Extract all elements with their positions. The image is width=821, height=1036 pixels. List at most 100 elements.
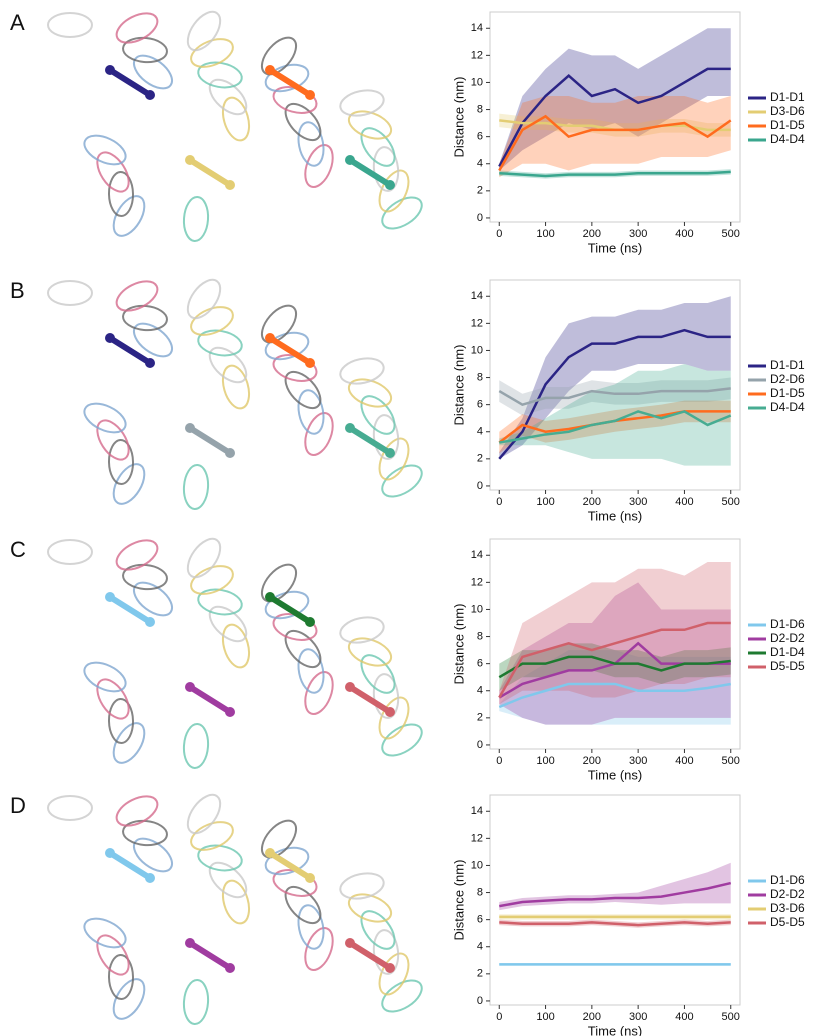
protein-domain <box>260 36 298 76</box>
stick-end <box>305 617 315 627</box>
y-tick-label: 4 <box>477 685 483 697</box>
stick-end <box>185 155 195 165</box>
protein-domain <box>96 678 130 720</box>
protein-domain <box>112 722 146 764</box>
protein-domain <box>83 917 127 949</box>
protein-domain <box>112 195 146 237</box>
protein-domain <box>107 698 135 744</box>
legend-label: D1-D1 <box>770 358 805 372</box>
stick-end <box>385 963 395 973</box>
error-band <box>499 582 731 725</box>
stick-end <box>185 423 195 433</box>
protein-domain <box>47 280 93 306</box>
legend-label: D4-D4 <box>770 400 805 414</box>
stick-end <box>145 873 155 883</box>
distance-stick <box>267 335 313 366</box>
protein-domain <box>47 539 93 565</box>
plot-frame <box>489 11 741 223</box>
protein-domain <box>264 846 310 876</box>
distance-stick <box>107 594 153 625</box>
distance-stick <box>347 157 393 188</box>
stick-end <box>145 617 155 627</box>
y-tick-label: 2 <box>477 712 483 724</box>
error-band <box>499 96 731 178</box>
x-tick-label: 500 <box>722 1011 740 1023</box>
y-tick-label: 14 <box>471 805 483 817</box>
series-line <box>498 682 731 709</box>
series-line <box>498 114 732 172</box>
error-band <box>499 562 731 705</box>
protein-domain <box>133 322 173 358</box>
legend-label: D1-D6 <box>770 873 805 887</box>
y-tick-label: 6 <box>477 399 483 411</box>
x-tick-label: 100 <box>536 496 554 508</box>
protein-domain <box>208 346 248 384</box>
x-tick-label: 400 <box>675 1011 693 1023</box>
y-tick-label: 2 <box>477 185 483 197</box>
error-band <box>499 296 731 459</box>
protein-domain <box>297 389 325 435</box>
x-axis-label: Time (ns) <box>588 1023 642 1036</box>
distance-stick <box>187 684 233 715</box>
y-tick-label: 10 <box>471 859 483 871</box>
protein-domain <box>297 904 325 950</box>
structure-image <box>47 537 423 769</box>
protein-domain <box>96 934 130 976</box>
x-tick-label: 500 <box>722 496 740 508</box>
y-axis-label: Distance (nm) <box>451 77 466 158</box>
protein-domain <box>339 357 385 385</box>
legend-label: D1-D5 <box>770 118 805 132</box>
stick-end <box>265 65 275 75</box>
protein-domain <box>190 306 234 336</box>
y-tick-label: 0 <box>477 995 483 1007</box>
error-band <box>499 377 731 416</box>
legend-label: D1-D4 <box>770 645 805 659</box>
y-tick-label: 0 <box>477 212 483 224</box>
y-tick-label: 8 <box>477 371 483 383</box>
protein-domain <box>107 171 135 217</box>
plot-frame <box>489 538 741 750</box>
y-tick-label: 12 <box>471 49 483 61</box>
protein-domain <box>221 879 251 925</box>
error-band <box>499 650 731 725</box>
protein-domain <box>264 63 310 93</box>
x-tick-label: 100 <box>536 228 554 240</box>
protein-domain <box>122 563 168 591</box>
stick-end <box>225 963 235 973</box>
x-tick-label: 300 <box>629 1011 647 1023</box>
protein-domain <box>297 648 325 694</box>
series-line <box>499 410 732 444</box>
x-tick-label: 500 <box>722 755 740 767</box>
protein-domain <box>221 96 251 142</box>
x-tick-label: 300 <box>629 755 647 767</box>
distance-stick <box>187 940 233 971</box>
protein-domain <box>381 979 423 1013</box>
stick-end <box>345 938 355 948</box>
y-tick-label: 6 <box>477 658 483 670</box>
protein-domain <box>47 795 93 821</box>
protein-domain <box>190 821 234 851</box>
protein-domain <box>133 837 173 873</box>
y-tick-label: 10 <box>471 344 483 356</box>
stick-end <box>145 90 155 100</box>
y-axis-label: Distance (nm) <box>451 604 466 685</box>
protein-domain <box>190 565 234 595</box>
series-line <box>499 170 731 178</box>
y-tick-label: 10 <box>471 76 483 88</box>
stick-end <box>385 707 395 717</box>
y-tick-label: 8 <box>477 103 483 115</box>
y-tick-label: 4 <box>477 941 483 953</box>
stick-end <box>145 358 155 368</box>
x-tick-label: 200 <box>583 228 601 240</box>
x-axis-label: Time (ns) <box>588 767 642 782</box>
stick-end <box>265 592 275 602</box>
protein-domain <box>304 927 334 971</box>
x-tick-label: 300 <box>629 496 647 508</box>
x-tick-label: 100 <box>536 1011 554 1023</box>
protein-domain <box>112 978 146 1020</box>
legend-label: D5-D5 <box>770 659 805 673</box>
protein-domain <box>381 723 423 757</box>
protein-domain <box>208 605 248 643</box>
y-tick-label: 6 <box>477 131 483 143</box>
stick-end <box>265 848 275 858</box>
